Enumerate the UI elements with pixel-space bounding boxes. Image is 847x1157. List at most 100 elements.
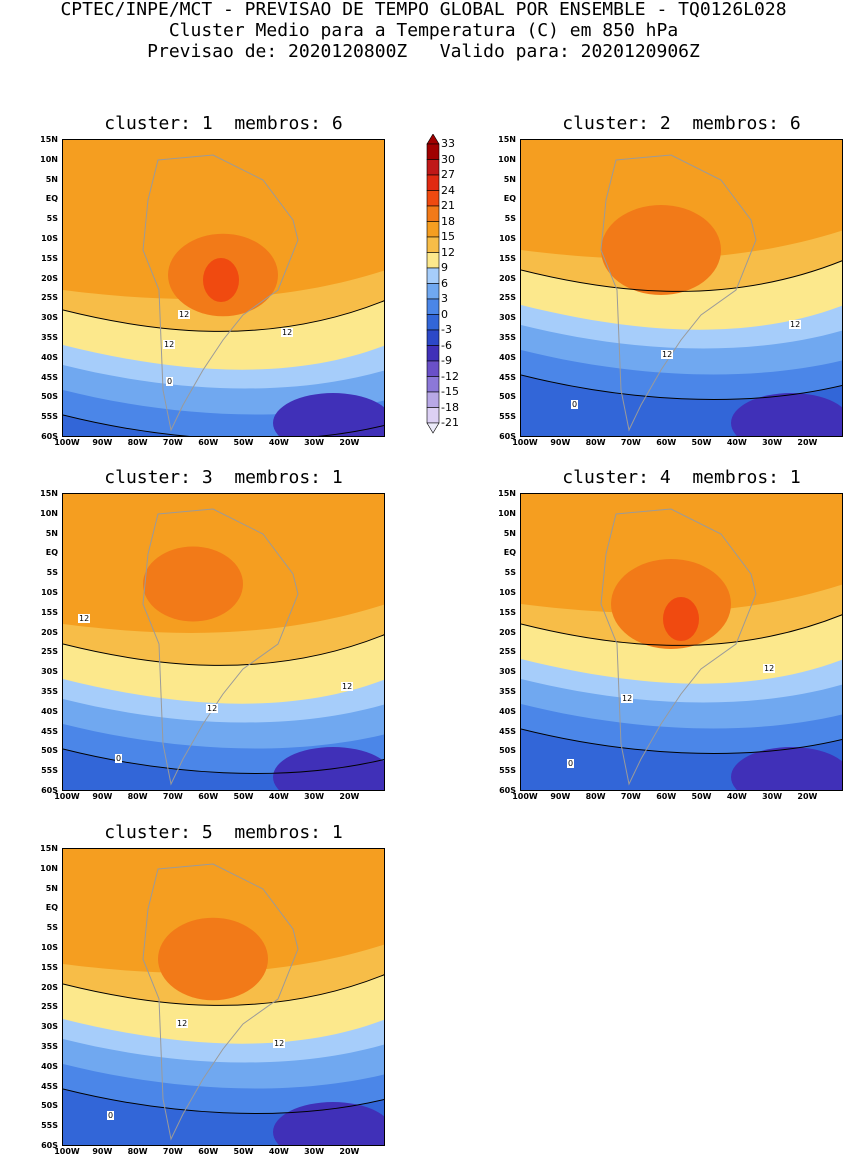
lat-tick-label: EQ	[503, 548, 516, 558]
contour-label: 12	[763, 664, 776, 673]
lon-tick-label: 20W	[339, 1147, 360, 1156]
lat-tick-label: 30S	[499, 313, 516, 323]
legend-label: -9	[441, 354, 452, 367]
lat-tick-label: 10N	[40, 508, 58, 518]
lat-tick-label: 10S	[41, 588, 58, 597]
lon-tick-label: 60W	[656, 792, 677, 801]
lat-tick-label: 5N	[503, 174, 516, 184]
lat-tick-label: 10N	[40, 863, 58, 873]
legend-label: 3	[441, 292, 448, 305]
lon-tick-label: 100W	[54, 438, 80, 447]
contour-12	[63, 300, 384, 332]
lat-tick-label: EQ	[45, 548, 58, 558]
legend-label: 33	[441, 137, 455, 150]
lat-tick-label: 45S	[499, 372, 516, 382]
contour-label: 0	[571, 400, 579, 409]
temperature-field	[521, 494, 842, 790]
lat-tick-label: 45S	[41, 372, 58, 382]
lat-tick-label: 15S	[499, 253, 516, 263]
lat-tick-label: 50S	[41, 392, 58, 402]
lat-tick-label: 55S	[499, 412, 516, 422]
legend-label: -3	[441, 323, 452, 336]
legend-swatch	[426, 283, 440, 300]
lat-tick-label: 35S	[499, 687, 516, 696]
lat-tick-label: 30S	[499, 667, 516, 677]
contour-0	[63, 748, 384, 774]
contour-0	[521, 374, 842, 400]
lat-tick-label: 15S	[41, 253, 58, 263]
lon-tick-label: 40W	[726, 438, 747, 447]
band-24	[203, 258, 239, 302]
contour-label: 12	[621, 694, 634, 703]
panel-1-title: cluster: 1 membros: 6	[104, 113, 343, 134]
lat-tick-label: 50S	[499, 746, 516, 756]
legend-bar	[426, 133, 440, 434]
legend-swatch	[426, 236, 440, 253]
lon-tick-label: 30W	[304, 1147, 325, 1156]
panel-1-map: 12 12 12 0	[62, 139, 385, 437]
lat-tick-label: 40S	[499, 352, 516, 362]
lat-tick-label: EQ	[45, 194, 58, 204]
legend-swatch	[426, 298, 440, 315]
header-line-1: CPTEC/INPE/MCT - PREVISAO DE TEMPO GLOBA…	[60, 0, 787, 20]
lon-tick-label: 50W	[233, 792, 254, 801]
lat-tick-label: 55S	[41, 1121, 58, 1131]
lat-tick-label: EQ	[45, 903, 58, 913]
legend-label: 12	[441, 245, 455, 259]
lat-tick-label: 15S	[41, 607, 58, 617]
lat-tick-label: 10N	[498, 154, 516, 164]
lon-tick-label: 70W	[162, 438, 183, 447]
lat-tick-label: 30S	[41, 1022, 58, 1032]
lat-tick-label: 50S	[499, 392, 516, 402]
contour-label: 0	[567, 759, 575, 768]
color-legend: 33 30 27 24 21 18 15 12 9 6 3 0 -3 -6 -9 -12 -15 -18 -21	[425, 133, 485, 444]
contour-0	[521, 728, 842, 754]
lat-tick-label: 15S	[41, 962, 58, 972]
contour-label: 12	[341, 682, 354, 691]
lon-tick-label: 90W	[550, 792, 571, 801]
lon-tick-label: 40W	[268, 438, 289, 447]
lat-tick-label: 10S	[41, 943, 58, 952]
band-24	[663, 597, 699, 641]
lon-tick-label: 50W	[691, 792, 712, 801]
lon-tick-label: 20W	[797, 438, 818, 447]
lat-tick-label: 35S	[41, 1042, 58, 1051]
legend-swatch	[426, 205, 440, 222]
contour-12	[63, 974, 384, 1006]
band-21	[158, 917, 268, 1001]
legend-label: 21	[441, 199, 455, 212]
lon-tick-label: 60W	[198, 792, 219, 801]
contour-label: 12	[178, 310, 191, 319]
legend-swatch	[426, 329, 440, 346]
lat-tick-label: 55S	[499, 766, 516, 776]
lat-tick-label: 25S	[41, 293, 58, 303]
legend-swatch	[426, 159, 440, 176]
lat-tick-label: 5N	[45, 528, 58, 538]
legend-label: 9	[441, 261, 448, 274]
header-line-2: Cluster Medio para a Temperatura (C) em …	[168, 20, 679, 41]
lat-tick-label: 25S	[499, 293, 516, 303]
continent-outline	[142, 154, 299, 432]
legend-swatch	[426, 345, 440, 362]
contour-label: 0	[115, 754, 123, 763]
lat-tick-label: 10S	[41, 234, 58, 243]
lat-tick-label: 15N	[498, 135, 516, 144]
panel-2-map: 12 12 0	[520, 139, 843, 437]
lon-tick-label: 70W	[162, 792, 183, 801]
lat-tick-label: 15N	[40, 489, 58, 498]
lon-tick-label: 80W	[127, 438, 148, 447]
contour-label: 12	[206, 704, 219, 713]
legend-swatch	[426, 143, 440, 160]
lon-tick-label: 70W	[162, 1147, 183, 1156]
legend-swatch	[426, 174, 440, 191]
lat-tick-label: 20S	[499, 273, 516, 283]
legend-label: -18	[441, 400, 459, 414]
lat-tick-label: 40S	[41, 706, 58, 716]
contour-label: 12	[163, 340, 176, 349]
contour-label: 12	[273, 1039, 286, 1048]
lat-tick-label: 45S	[41, 1081, 58, 1091]
lat-tick-label: 10S	[499, 588, 516, 597]
temperature-field	[63, 849, 384, 1145]
lat-tick-label: 5N	[45, 883, 58, 893]
lat-tick-label: 60S	[41, 786, 58, 795]
